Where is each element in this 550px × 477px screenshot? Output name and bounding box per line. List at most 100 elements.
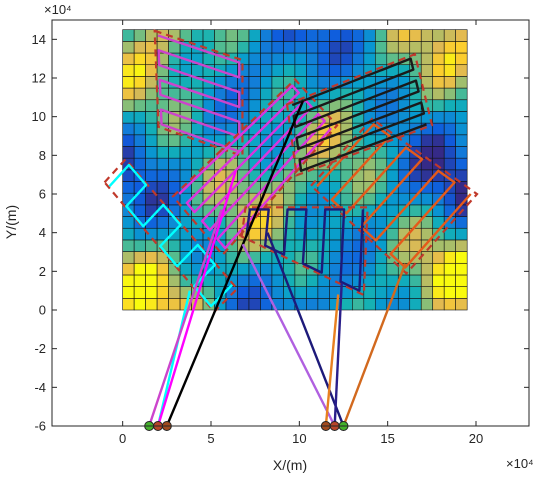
y-tick-label: 4 (39, 225, 46, 240)
heatmap-cell (329, 298, 342, 311)
heatmap-cell (248, 64, 261, 77)
transit-path (241, 243, 336, 426)
transit-path (156, 170, 237, 426)
heatmap-cell (168, 146, 181, 159)
heatmap-cell (443, 286, 456, 299)
heatmap-cell (283, 52, 296, 66)
heatmap-cell (271, 286, 284, 299)
heatmap-cell (340, 64, 353, 77)
heatmap-cell (294, 286, 307, 299)
heatmap-cell (133, 29, 146, 42)
x-tick-label: 0 (119, 431, 126, 446)
heatmap-cell (432, 52, 445, 66)
heatmap-cell (260, 64, 273, 77)
heatmap-cell (374, 41, 388, 54)
heatmap-cell (455, 227, 468, 241)
heatmap-cell (352, 181, 365, 194)
heatmap-cell (306, 216, 319, 229)
heatmap-cell (145, 262, 158, 276)
heatmap-cell (156, 181, 169, 194)
heatmap-cell (455, 99, 468, 112)
heatmap-cell (191, 122, 204, 136)
heatmap-cell (386, 227, 399, 241)
heatmap-cell (294, 192, 307, 206)
heatmap-cell (306, 239, 319, 252)
heatmap-cell (214, 274, 227, 287)
heatmap-cell (420, 41, 434, 54)
coverage-track (291, 57, 427, 173)
heatmap-cell (168, 169, 181, 182)
heatmap-cell (455, 274, 468, 287)
heatmap-cell (248, 227, 261, 241)
heatmap-cell (397, 41, 411, 54)
heatmap-cell (202, 181, 215, 194)
heatmap-cell (122, 274, 135, 287)
y-tick-label: -6 (34, 419, 46, 434)
heatmap-cell (248, 298, 261, 311)
heatmap-cell (329, 216, 342, 229)
y-axis-label: Y/(m) (3, 205, 19, 239)
heatmap-cell (455, 216, 468, 229)
x-exponent-label: ×10⁴ (506, 456, 534, 471)
heatmap-cell (432, 274, 445, 287)
heatmap-cell (283, 262, 296, 276)
y-tick-label: 6 (39, 187, 46, 202)
heatmap-cell (455, 251, 468, 264)
heatmap-cell (133, 99, 146, 112)
heatmap-cell (248, 99, 261, 112)
heatmap-cell (145, 157, 158, 171)
heatmap-cell (420, 52, 434, 66)
heatmap-cell (133, 274, 146, 287)
heatmap-cell (386, 204, 399, 217)
heatmap-cell (306, 29, 319, 42)
heatmap-cell (248, 41, 261, 54)
heatmap-cell (374, 298, 388, 311)
heatmap-cell (306, 52, 319, 66)
heatmap-cell (133, 157, 146, 171)
heatmap-cell (397, 298, 411, 311)
heatmap-cell (420, 298, 434, 311)
heatmap-cell (455, 286, 468, 299)
heatmap-cell (191, 192, 204, 206)
coverage-track (157, 34, 241, 153)
heatmap-cell (409, 286, 422, 299)
heatmap-cell (145, 286, 158, 299)
heatmap-cell (168, 274, 181, 287)
heatmap-cell (145, 298, 158, 311)
heatmap-cell (294, 64, 307, 77)
heatmap-cell (237, 286, 250, 299)
heatmap-cell (271, 29, 284, 42)
heatmap-cell (283, 192, 296, 206)
x-tick-label: 10 (292, 431, 306, 446)
heatmap-cell (455, 29, 468, 42)
heatmap-cell (156, 157, 169, 171)
coverage-track (178, 84, 333, 250)
plot-frame (51, 19, 530, 427)
heatmap-cell (283, 181, 296, 194)
coverage-track (316, 123, 472, 269)
heatmap-cell (329, 52, 342, 66)
heatmap-cell (168, 239, 181, 252)
heatmap-cell (225, 41, 238, 54)
heatmap-cell (133, 286, 146, 299)
heatmap-cell (455, 52, 468, 66)
heatmap-cell (202, 146, 215, 159)
heatmap-cell (329, 227, 342, 241)
heatmap-cell (248, 76, 261, 89)
heatmap-cell (145, 134, 158, 147)
heatmap-cell (363, 169, 376, 182)
heatmap-cell (455, 298, 468, 311)
heatmap-cell (352, 274, 365, 287)
heatmap-cell (443, 192, 456, 206)
y-tick-label: 12 (32, 71, 46, 86)
heatmap-cell (443, 262, 456, 276)
heatmap-cell (145, 99, 158, 112)
region-boundary (153, 29, 244, 158)
heatmap-cell (122, 134, 135, 147)
heatmap-cell (168, 134, 181, 147)
heatmap-cell (225, 29, 238, 42)
heatmap-cell (386, 169, 399, 182)
heatmap-cell (191, 29, 204, 42)
heatmap-cell (191, 216, 204, 229)
heatmap-cell (409, 41, 422, 54)
